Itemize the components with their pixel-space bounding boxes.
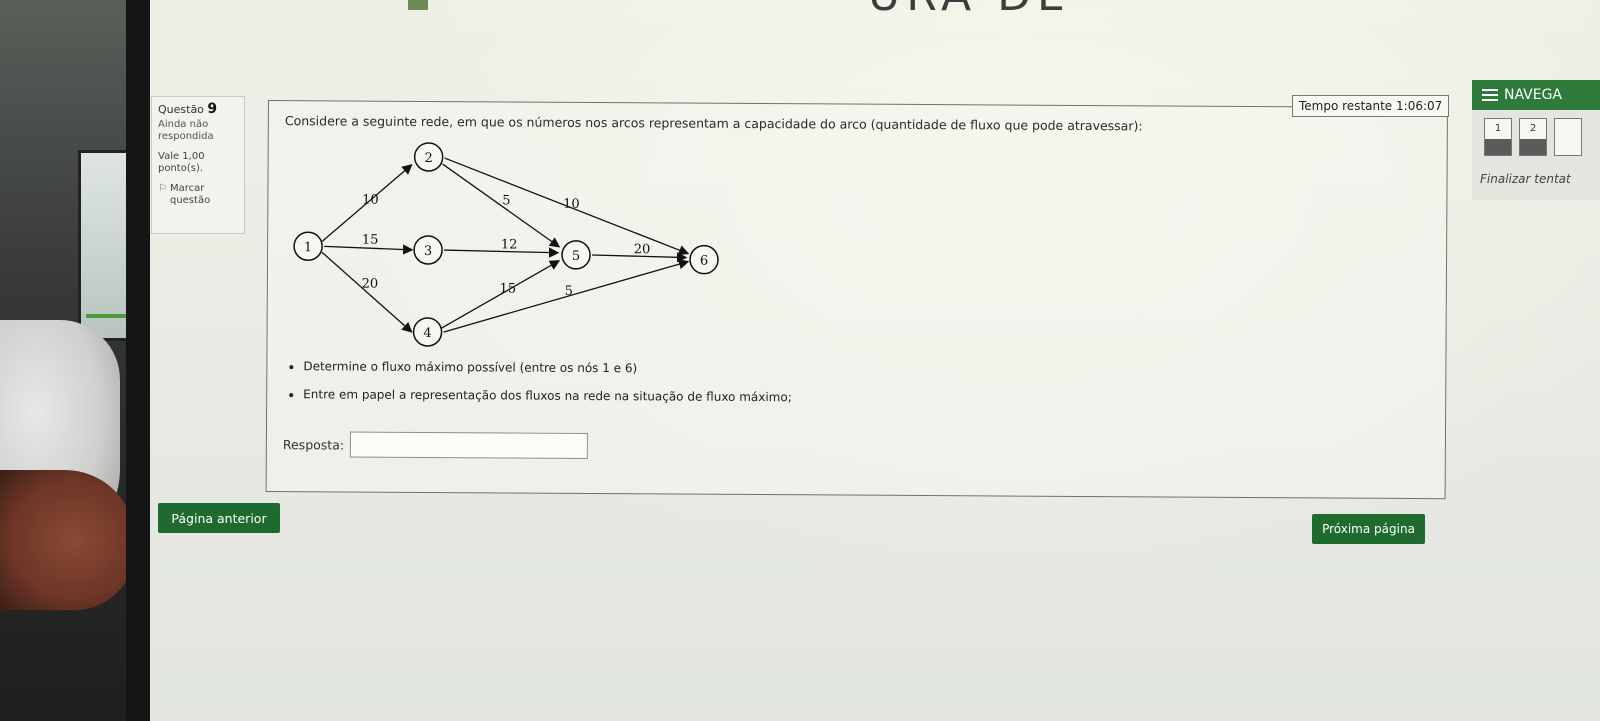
arc-capacity-1-3: 15 [362, 233, 379, 248]
monitor-bezel [126, 0, 152, 721]
answer-input[interactable] [350, 431, 589, 459]
arc-2-6 [444, 157, 690, 256]
quiz-navigation-title: NAVEGA [1504, 87, 1563, 103]
arc-1-2 [321, 164, 413, 242]
bullet-item: Determine o fluxo máximo possível (entre… [303, 359, 792, 376]
arc-5-6 [592, 252, 688, 263]
bullet-item: Entre em papel a representação dos fluxo… [303, 387, 792, 404]
node-circle-6 [689, 244, 719, 275]
question-grade: Vale 1,00 ponto(s). [158, 151, 205, 174]
answer-row: Resposta: [282, 431, 589, 459]
time-remaining: Tempo restante 1:06:07 [1292, 95, 1450, 117]
finish-attempt-link[interactable]: Finalizar tentat [1480, 172, 1571, 186]
flag-icon: ⚐ [158, 183, 167, 194]
arc-3-5 [444, 247, 560, 258]
top-banner: URA DE DADOS II [280, 0, 1280, 12]
course-title: URA DE DADOS II [868, 0, 1280, 12]
node-label-3: 3 [424, 244, 432, 259]
network-diagram: 1 2 3 4 5 6 10 15 20 5 10 12 15 5 20 [293, 142, 719, 347]
site-logo [408, 0, 428, 10]
previous-page-button[interactable]: Página anterior [158, 503, 280, 533]
arc-capacity-3-5: 12 [501, 237, 518, 252]
next-page-button[interactable]: Próxima página [1312, 514, 1425, 544]
quiz-navigation-header[interactable]: NAVEGA [1472, 80, 1600, 110]
background-monitor-bar [86, 314, 130, 318]
arc-4-6 [443, 259, 690, 333]
person-hand [0, 470, 135, 610]
arc-2-5 [442, 163, 561, 248]
nav-question-2[interactable]: 2 [1519, 118, 1547, 156]
arc-1-4 [321, 251, 413, 333]
question-label: Questão [158, 103, 204, 116]
arc-capacity-1-4: 20 [362, 277, 379, 292]
question-content: Considere a seguinte rede, em que os núm… [265, 100, 1448, 500]
quiz-navigation: NAVEGA 1 2 Finalizar tentat [1472, 80, 1600, 200]
nav-question-status [1520, 139, 1546, 155]
node-circle-1 [293, 231, 323, 261]
question-nav-grid: 1 2 [1484, 118, 1582, 156]
arc-capacity-5-6: 20 [634, 242, 651, 257]
nav-question-status [1485, 139, 1511, 155]
flag-question-link[interactable]: ⚐ Marcar questão [158, 183, 238, 207]
node-label-6: 6 [700, 254, 708, 269]
timer-label: Tempo restante [1299, 99, 1393, 113]
node-circle-2 [413, 142, 444, 172]
arc-capacity-1-2: 10 [362, 193, 379, 208]
menu-icon [1482, 89, 1498, 101]
arc-capacity-2-5: 5 [502, 193, 510, 208]
nav-question-1[interactable]: 1 [1484, 118, 1512, 156]
question-number-value: 9 [207, 101, 218, 117]
node-label-5: 5 [572, 249, 580, 264]
arc-1-3 [324, 244, 414, 255]
nav-question-3[interactable] [1554, 118, 1582, 156]
answer-label: Resposta: [282, 436, 345, 452]
nav-question-label: 1 [1494, 123, 1502, 134]
nav-question-label: 2 [1529, 123, 1537, 134]
node-circle-5 [561, 240, 591, 270]
question-bullets: Determine o fluxo máximo possível (entre… [285, 359, 792, 418]
node-circle-4 [412, 317, 443, 347]
timer-value: 1:06:07 [1396, 99, 1443, 113]
arc-capacity-2-6: 10 [563, 197, 580, 212]
arc-capacity-4-5: 15 [500, 281, 517, 296]
node-label-2: 2 [424, 151, 432, 166]
arc-capacity-4-6: 5 [565, 284, 573, 299]
flag-question-label: Marcar questão [169, 183, 211, 206]
question-state: Ainda não respondida [158, 119, 214, 142]
arc-4-5 [441, 260, 561, 329]
node-label-1: 1 [304, 240, 312, 255]
question-number: Questão 9 [158, 101, 238, 117]
question-info: Questão 9 Ainda não respondida Vale 1,00… [151, 96, 245, 234]
question-text: Considere a seguinte rede, em que os núm… [284, 113, 1143, 134]
node-circle-3 [413, 235, 443, 265]
node-label-4: 4 [423, 326, 431, 341]
